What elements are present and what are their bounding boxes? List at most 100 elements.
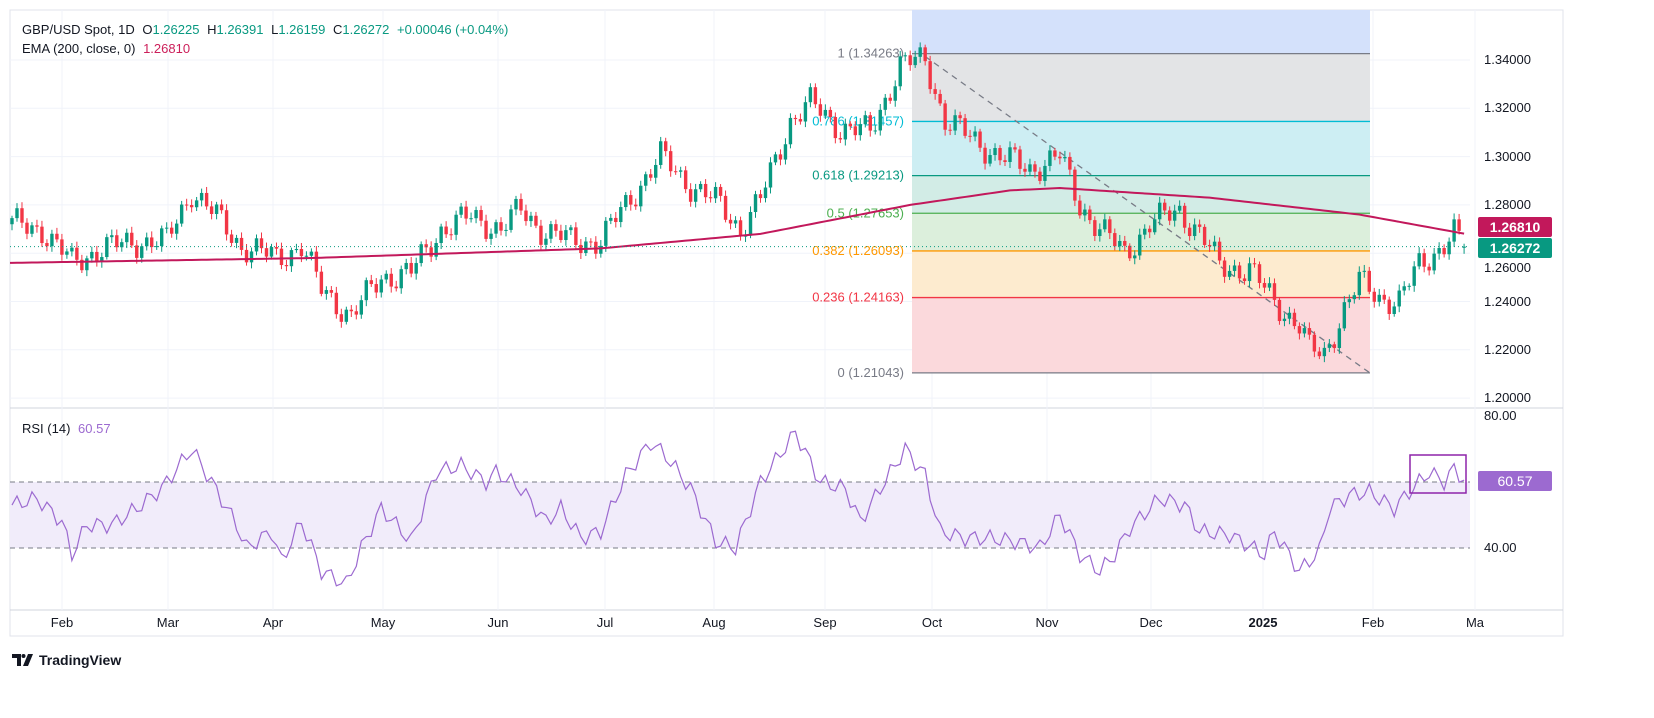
candle-body (50, 233, 54, 247)
candle-body (1427, 266, 1431, 271)
candle-body (304, 255, 309, 257)
candle-body (10, 218, 14, 225)
low-value: 1.26159 (278, 22, 326, 37)
candle-body (1232, 265, 1237, 271)
candle-body (150, 237, 154, 248)
candle-body (1372, 291, 1376, 302)
candle-body (459, 206, 463, 215)
candle-body (1013, 147, 1017, 150)
symbol-title: GBP/USD Spot, 1D (22, 22, 135, 37)
candle-body (619, 207, 623, 223)
candle-body (1297, 326, 1302, 334)
candle-body (369, 280, 373, 285)
candle-body (414, 263, 418, 274)
candle-body (978, 131, 982, 148)
candle-body (1058, 156, 1062, 159)
candle-body (1128, 245, 1132, 259)
tradingview-logo[interactable]: TradingView (12, 652, 121, 668)
candle-body (1457, 219, 1461, 231)
fib-zone (912, 297, 1370, 373)
candle-body (898, 56, 902, 87)
candle-body (399, 269, 403, 289)
candle-body (1412, 266, 1416, 286)
candle-body (1217, 241, 1222, 261)
candle-body (444, 226, 448, 235)
candle-body (718, 186, 723, 196)
candle-body (389, 273, 393, 287)
change-value: +0.00046 (+0.04%) (396, 22, 509, 37)
candle-body (384, 273, 388, 280)
candle-body (858, 124, 862, 136)
candle-body (174, 223, 179, 234)
candle-body (1242, 278, 1247, 282)
candle-body (1307, 328, 1312, 335)
candle-body (239, 237, 244, 250)
candle-body (1003, 160, 1007, 162)
candle-body (234, 237, 239, 243)
candle-body (903, 55, 907, 57)
candle-body (609, 217, 613, 221)
candle-body (908, 55, 912, 66)
fib-top-zone (912, 10, 1370, 54)
candle-body (928, 61, 932, 90)
candle-body (584, 241, 588, 254)
candle-body (140, 246, 144, 258)
candle-body (1292, 312, 1297, 327)
candle-body (1327, 344, 1332, 348)
candle-body (1098, 229, 1102, 237)
candle-body (264, 248, 269, 257)
candle-body (504, 229, 508, 231)
candle-body (963, 118, 967, 136)
candle-body (15, 208, 19, 219)
fib-level-label: 0.618 (1.29213) (812, 168, 904, 183)
candle-body (778, 154, 783, 160)
candle-body (364, 280, 368, 301)
candle-body (559, 230, 563, 241)
time-tick-label: May (370, 615, 396, 630)
time-tick-label: Sep (813, 615, 837, 630)
candle-body (1197, 224, 1202, 227)
time-tick-label: Feb (50, 615, 74, 630)
ema-price-tag: 1.26810 (1478, 217, 1552, 237)
candle-body (1317, 351, 1322, 357)
candle-body (1158, 202, 1162, 220)
open-value: 1.26225 (152, 22, 200, 37)
candle-body (1422, 253, 1426, 267)
last-price-tag: 1.26272 (1478, 238, 1552, 258)
candle-body (279, 248, 284, 266)
candle-body (354, 311, 359, 315)
candle-body (738, 220, 743, 237)
candle-body (1078, 200, 1082, 216)
candle-body (733, 220, 738, 224)
candle-body (334, 292, 339, 315)
candle-body (514, 198, 518, 210)
candle-body (45, 243, 49, 247)
candle-body (1347, 299, 1352, 303)
candle-body (1033, 164, 1037, 172)
candle-body (199, 192, 204, 201)
price-tick-label: 1.20000 (1484, 390, 1531, 406)
candle-body (988, 155, 992, 164)
time-tick-label: Mar (156, 615, 180, 630)
candle-body (40, 226, 44, 244)
candle-body (723, 195, 728, 220)
candle-body (788, 117, 793, 145)
candle-body (374, 284, 378, 293)
candle-body (209, 206, 214, 214)
candle-body (753, 194, 758, 213)
price-tick-label: 1.32000 (1484, 100, 1531, 116)
candle-body (668, 151, 673, 172)
candle-body (359, 300, 363, 315)
fib-level-label: 0.236 (1.24163) (812, 290, 904, 305)
time-tick-label: 2025 (1248, 615, 1278, 630)
candle-body (644, 174, 648, 186)
candle-body (344, 309, 349, 322)
candle-body (1417, 253, 1421, 267)
candle-body (194, 200, 199, 208)
candle-body (1272, 283, 1277, 300)
candle-body (1237, 265, 1242, 279)
candle-body (569, 227, 573, 231)
candle-body (224, 210, 229, 235)
candle-body (1262, 282, 1267, 288)
